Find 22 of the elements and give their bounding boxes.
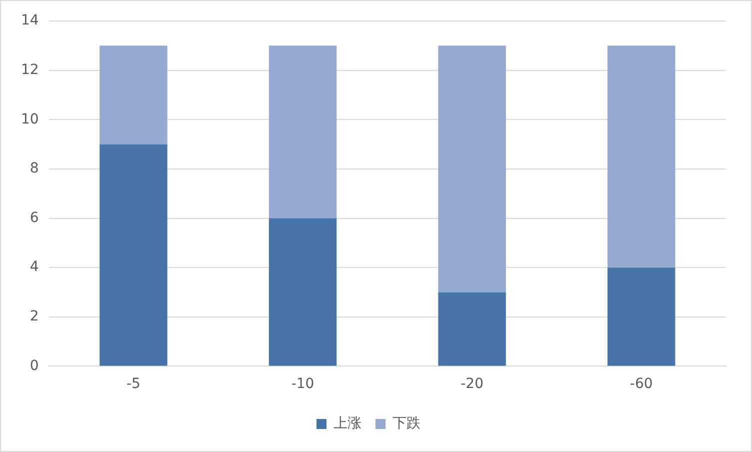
- y-tick-label: 14: [20, 12, 39, 29]
- y-tick-label: 8: [30, 160, 39, 177]
- x-tick-label: -5: [126, 376, 140, 392]
- legend-label: 上涨: [334, 416, 362, 432]
- y-tick-label: 2: [30, 308, 39, 325]
- bar: [607, 46, 676, 268]
- y-tick-label: 6: [30, 210, 39, 226]
- bar: [100, 144, 168, 366]
- bar: [100, 46, 168, 144]
- legend-label: 下跌: [392, 416, 420, 432]
- y-tick-label: 4: [30, 259, 39, 276]
- bar: [438, 292, 506, 366]
- x-tick-label: -10: [291, 376, 314, 392]
- y-tick-label: 0: [30, 358, 39, 374]
- bar: [268, 46, 337, 218]
- bar: [607, 268, 676, 366]
- y-tick-label: 10: [20, 111, 39, 128]
- y-tick-label: 12: [20, 62, 39, 78]
- bar: [438, 46, 506, 292]
- bar: [268, 218, 337, 366]
- x-tick-label: -20: [460, 376, 484, 392]
- x-tick-label: -60: [630, 376, 653, 392]
